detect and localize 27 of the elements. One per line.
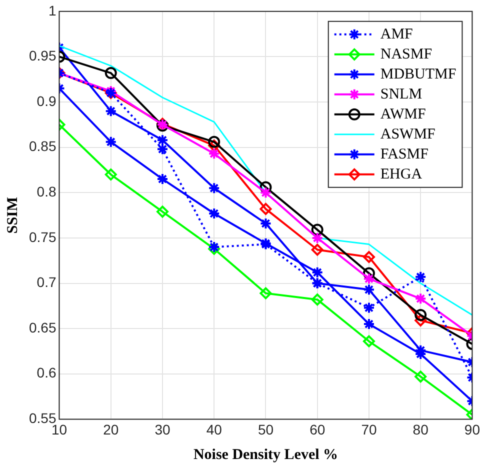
legend-label: EHGA bbox=[380, 166, 422, 182]
legend-label: MDBUTMF bbox=[380, 66, 456, 82]
x-tick-label: 30 bbox=[154, 421, 170, 438]
legend-label: NASMF bbox=[380, 46, 432, 62]
x-tick-label: 80 bbox=[412, 421, 429, 438]
y-tick-label: 0.8 bbox=[36, 184, 56, 200]
y-tick-label: 0.9 bbox=[36, 92, 56, 109]
x-tick-label: 20 bbox=[103, 421, 119, 438]
y-tick-label: 0.95 bbox=[29, 48, 56, 64]
y-tick-label: 0.75 bbox=[29, 228, 56, 245]
y-tick-label: 0.85 bbox=[29, 138, 56, 154]
legend-label: AWMF bbox=[380, 106, 426, 122]
x-tick-label: 40 bbox=[206, 421, 222, 438]
x-tick-label: 60 bbox=[310, 421, 326, 438]
y-tick-label: 1 bbox=[48, 2, 56, 18]
x-tick-label: 90 bbox=[464, 421, 480, 438]
x-tick-label: 50 bbox=[258, 421, 274, 438]
x-tick-label: 70 bbox=[361, 421, 377, 438]
x-axis-title: Noise Density Level % bbox=[193, 446, 338, 463]
y-tick-label: 0.65 bbox=[29, 319, 56, 336]
y-tick-label: 0.6 bbox=[36, 364, 56, 381]
y-tick-label: 0.7 bbox=[36, 274, 56, 290]
legend-label: SNLM bbox=[380, 86, 422, 102]
legend-label: FASMF bbox=[380, 146, 428, 162]
legend-label: AMF bbox=[380, 26, 413, 42]
legend-label: ASWMF bbox=[380, 126, 436, 142]
y-axis-title: SSIM bbox=[4, 196, 21, 234]
